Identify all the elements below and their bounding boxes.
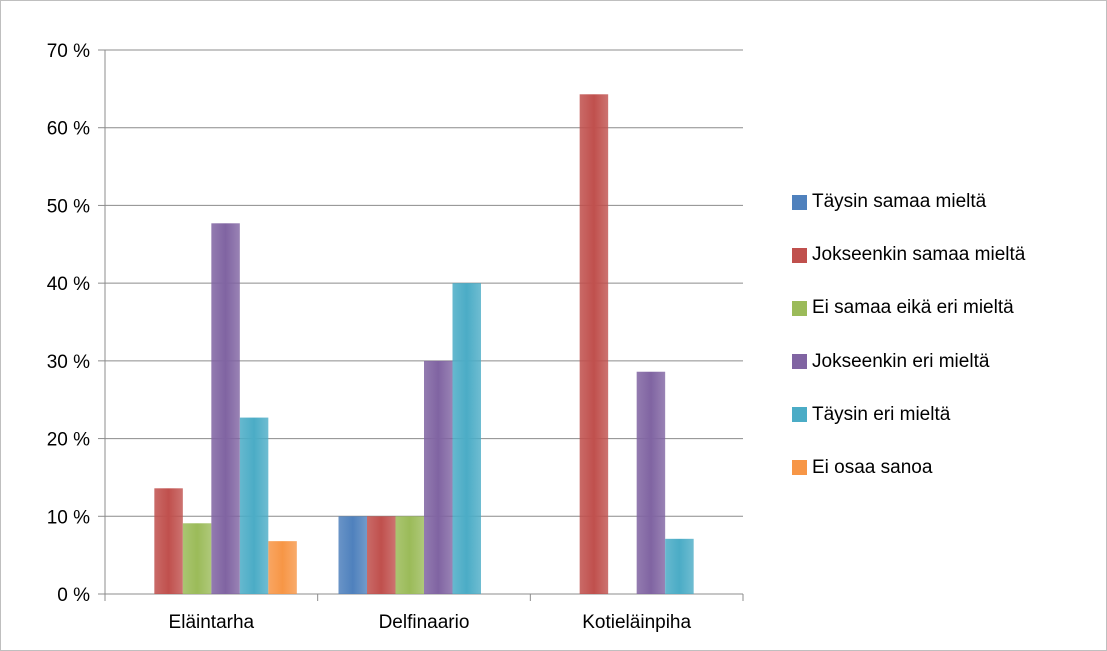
legend-item: Jokseenkin eri mieltä <box>792 349 1025 375</box>
legend-item: Ei samaa eikä eri mieltä <box>792 295 1025 321</box>
legend-label: Ei samaa eikä eri mieltä <box>812 297 1014 319</box>
y-tick-label: 50 % <box>47 196 90 217</box>
y-tick-label: 10 % <box>47 507 90 528</box>
bar <box>338 516 367 594</box>
x-tick-label: Delfinaario <box>379 612 470 633</box>
legend-item: Täysin samaa mieltä <box>792 189 1025 215</box>
y-tick-label: 30 % <box>47 352 90 373</box>
y-tick-label: 40 % <box>47 274 90 295</box>
bar <box>367 516 396 594</box>
legend-item: Täysin eri mieltä <box>792 402 1025 428</box>
bar <box>211 223 240 594</box>
legend-label: Jokseenkin samaa mieltä <box>812 244 1026 266</box>
y-tick-label: 0 % <box>57 585 90 606</box>
bar <box>395 516 424 594</box>
bar <box>579 94 609 594</box>
legend-label: Täysin eri mieltä <box>812 403 951 425</box>
x-tick-label: Kotieläinpiha <box>582 612 691 633</box>
legend-swatch <box>792 407 807 423</box>
legend-label: Ei osaa sanoa <box>812 456 933 478</box>
bar <box>239 417 269 594</box>
legend-swatch <box>792 460 807 476</box>
bar <box>636 371 666 594</box>
chart-legend: Täysin samaa mieltä Jokseenkin samaa miel… <box>792 189 1025 508</box>
legend-item: Ei osaa sanoa <box>792 455 1025 481</box>
y-tick-label: 70 % <box>47 41 90 62</box>
y-tick-label: 60 % <box>47 119 90 140</box>
bar <box>665 538 694 594</box>
legend-swatch <box>792 300 807 316</box>
legend-swatch <box>792 247 807 263</box>
legend-label: Täysin samaa mieltä <box>812 191 987 212</box>
legend-label: Jokseenkin eri mieltä <box>812 350 990 372</box>
y-tick-label: 20 % <box>47 430 90 451</box>
bar <box>424 360 453 594</box>
x-tick-label: Eläintarha <box>169 612 255 633</box>
legend-swatch <box>792 194 807 210</box>
legend-item: Jokseenkin samaa mieltä <box>792 242 1025 268</box>
bar <box>154 488 183 594</box>
bar <box>182 523 212 594</box>
bar <box>452 283 481 594</box>
bar <box>268 541 297 594</box>
legend-swatch <box>792 354 807 370</box>
